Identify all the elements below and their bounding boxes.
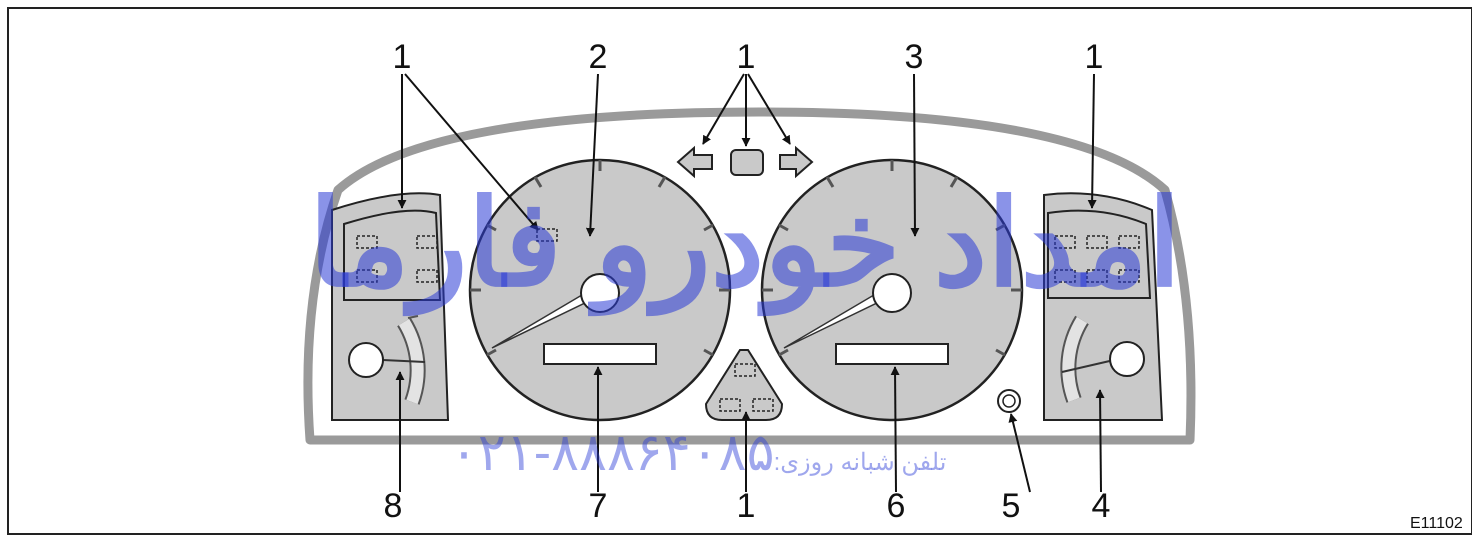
- center-indicator-icon: [730, 149, 764, 176]
- callout-1-bottom: 1: [737, 487, 756, 525]
- callout-3: 3: [905, 38, 924, 76]
- turn-signal-indicators: [676, 145, 814, 179]
- fuel-gauge: [348, 315, 426, 405]
- figure-code: E11102: [1410, 515, 1463, 532]
- watermark-brand: امداد خودرو فارما: [309, 177, 1181, 317]
- right-warning-light-icon: [1054, 235, 1140, 283]
- right-turn-arrow-icon: [779, 145, 814, 179]
- speedometer-warning-light-icon: [536, 228, 558, 242]
- left-turn-arrow-icon: [676, 145, 713, 179]
- callout-1-left: 1: [393, 38, 412, 76]
- watermark-phone-label: تلفن شبانه روزی:: [774, 449, 947, 476]
- left-warning-light-panel: [343, 209, 442, 301]
- watermark-phone: ۰۲۱-۸۸۸۶۴۰۸۵: [450, 424, 775, 482]
- center-warning-light-icon: [719, 363, 774, 412]
- callout-1-right: 1: [1085, 38, 1104, 76]
- left-warning-light-icon: [356, 235, 438, 283]
- right-side-panel: [1043, 192, 1164, 421]
- callout-7: 7: [589, 487, 608, 525]
- trip-meter-display: [835, 343, 949, 365]
- left-side-panel: [331, 192, 450, 421]
- figure-border: [7, 7, 1472, 535]
- odometer-display: [543, 343, 657, 365]
- trip-reset-knob: [997, 389, 1021, 413]
- callout-4: 4: [1092, 487, 1111, 525]
- callout-8: 8: [384, 487, 403, 525]
- callout-1-top: 1: [737, 38, 756, 76]
- callout-2: 2: [589, 38, 608, 76]
- leader-lines: [395, 73, 1105, 493]
- right-warning-light-panel: [1047, 209, 1152, 299]
- center-warning-light-panel: [704, 349, 784, 421]
- callout-5: 5: [1002, 487, 1021, 525]
- tachometer: [760, 158, 1024, 422]
- temperature-gauge: [1060, 315, 1145, 403]
- callout-6: 6: [887, 487, 906, 525]
